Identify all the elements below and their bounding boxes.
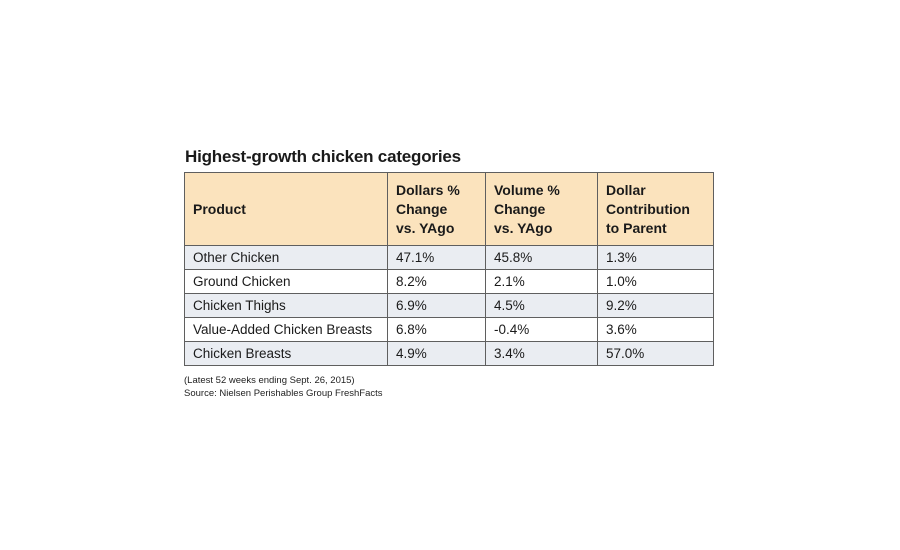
product-cell: Ground Chicken xyxy=(184,269,388,294)
chart-title: Highest-growth chicken categories xyxy=(185,147,461,166)
product-cell: Other Chicken xyxy=(184,245,388,270)
dollars-change-cell: 8.2% xyxy=(387,269,486,294)
chart-figure: Highest-growth chicken categories Produc… xyxy=(184,146,714,400)
dollar-contribution-cell: 9.2% xyxy=(597,293,714,318)
table-row: Chicken Thighs 6.9% 4.5% 9.2% xyxy=(184,293,714,318)
header-line: Change xyxy=(396,200,448,217)
dollar-contribution-cell: 1.0% xyxy=(597,269,714,294)
volume-change-cell: 3.4% xyxy=(485,341,598,366)
header-line: Change xyxy=(494,200,546,217)
header-line: Dollar xyxy=(606,181,646,198)
table-row: Ground Chicken 8.2% 2.1% 1.0% xyxy=(184,269,714,294)
table-row: Other Chicken 47.1% 45.8% 1.3% xyxy=(184,245,714,270)
header-line: Volume % xyxy=(494,181,560,198)
product-cell: Chicken Thighs xyxy=(184,293,388,318)
header-dollar-contribution: Dollar Contribution to Parent xyxy=(597,172,714,246)
table-row: Value-Added Chicken Breasts 6.8% -0.4% 3.6% xyxy=(184,317,714,342)
product-cell: Value-Added Chicken Breasts xyxy=(184,317,388,342)
header-line: vs. YAgo xyxy=(494,219,553,236)
header-line: vs. YAgo xyxy=(396,219,455,236)
dollars-change-cell: 47.1% xyxy=(387,245,486,270)
dollars-change-cell: 6.8% xyxy=(387,317,486,342)
source-note: Source: Nielsen Perishables Group FreshF… xyxy=(184,388,383,399)
dollars-change-cell: 6.9% xyxy=(387,293,486,318)
product-cell: Chicken Breasts xyxy=(184,341,388,366)
header-line: Product xyxy=(193,200,246,217)
table-row: Chicken Breasts 4.9% 3.4% 57.0% xyxy=(184,341,714,366)
volume-change-cell: 2.1% xyxy=(485,269,598,294)
table-header-row: Product Dollars % Change vs. YAgo Volume % Ch… xyxy=(184,172,714,246)
volume-change-cell: 45.8% xyxy=(485,245,598,270)
header-volume-change: Volume % Change vs. YAgo xyxy=(485,172,598,246)
table-body: Other Chicken 47.1% 45.8% 1.3% Ground Chicke… xyxy=(184,245,714,366)
dollars-change-cell: 4.9% xyxy=(387,341,486,366)
header-dollars-change: Dollars % Change vs. YAgo xyxy=(387,172,486,246)
data-table: Product Dollars % Change vs. YAgo Volume % Ch… xyxy=(184,172,714,366)
volume-change-cell: -0.4% xyxy=(485,317,598,342)
dollar-contribution-cell: 1.3% xyxy=(597,245,714,270)
date-range-note: (Latest 52 weeks ending Sept. 26, 2015) xyxy=(184,375,355,386)
header-product: Product xyxy=(184,172,388,246)
header-line: to Parent xyxy=(606,219,667,236)
header-line: Dollars % xyxy=(396,181,460,198)
chart-notes: (Latest 52 weeks ending Sept. 26, 2015) … xyxy=(184,374,714,400)
dollar-contribution-cell: 57.0% xyxy=(597,341,714,366)
volume-change-cell: 4.5% xyxy=(485,293,598,318)
header-line: Contribution xyxy=(606,200,690,217)
dollar-contribution-cell: 3.6% xyxy=(597,317,714,342)
